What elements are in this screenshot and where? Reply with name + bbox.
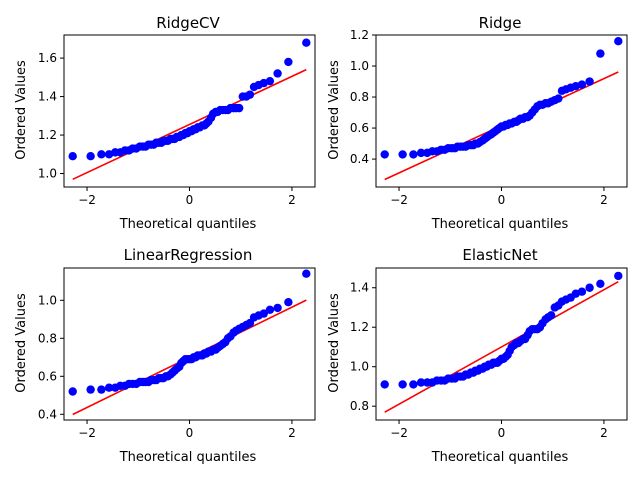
data-point — [97, 385, 106, 394]
data-point — [68, 387, 77, 396]
panel-ridgecv: RidgeCV Theoretical quantiles Ordered Va… — [14, 14, 256, 232]
x-tick-label: 0 — [498, 426, 506, 440]
data-point — [585, 283, 594, 292]
data-point — [86, 152, 95, 161]
data-point — [554, 94, 563, 103]
data-point — [409, 380, 418, 389]
y-axis-label: Ordered Values — [327, 293, 342, 393]
x-tick-label: 2 — [288, 193, 296, 207]
data-point — [273, 69, 282, 78]
y-tick-label: 0.8 — [350, 399, 369, 413]
panel-title: RidgeCV — [156, 14, 220, 32]
data-point — [265, 305, 275, 314]
y-tick-label: 0.6 — [38, 369, 57, 383]
fit-line — [72, 68, 307, 181]
x-tick-label: −2 — [390, 426, 408, 440]
x-tick-label: 0 — [186, 193, 194, 207]
y-tick-label: 1.6 — [38, 51, 57, 65]
fit-line — [384, 281, 619, 413]
x-axis-label: Theoretical quantiles — [431, 450, 569, 465]
x-tick-label: 0 — [186, 426, 194, 440]
axes-frame — [375, 267, 628, 421]
data-point — [398, 380, 407, 389]
data-point — [577, 287, 587, 296]
data-point — [596, 279, 605, 288]
data-point — [380, 150, 389, 159]
data-point — [97, 150, 106, 159]
data-point — [585, 77, 594, 86]
data-point — [273, 303, 282, 313]
plot-area: −2 0 2 1.0 1.2 1.4 1.6 — [38, 34, 316, 207]
x-tick-label: 2 — [600, 426, 608, 440]
data-point — [380, 380, 389, 389]
x-tick-label: 0 — [498, 193, 506, 207]
x-axis-label: Theoretical quantiles — [431, 217, 569, 232]
panel-ridge: Ridge Theoretical quantiles Ordered Valu… — [327, 14, 568, 232]
y-tick-label: 1.0 — [350, 59, 369, 73]
axes-frame — [63, 34, 316, 188]
data-point — [86, 385, 95, 394]
axes-frame — [375, 34, 628, 188]
panel-title: Ridge — [479, 14, 522, 32]
y-tick-label: 1.4 — [38, 90, 57, 104]
y-tick-label: 1.2 — [350, 28, 369, 42]
y-tick-label: 0.4 — [350, 152, 369, 166]
x-tick-label: −2 — [390, 193, 408, 207]
panel-linearregression: LinearRegression Theoretical quantiles O… — [14, 246, 256, 465]
y-tick-label: 1.2 — [350, 320, 369, 334]
data-point — [409, 150, 418, 159]
data-point — [596, 49, 605, 58]
x-tick-label: −2 — [78, 193, 96, 207]
data-point — [416, 148, 426, 158]
data-point — [284, 57, 293, 67]
data-point — [302, 38, 311, 47]
y-tick-label: 1.4 — [350, 281, 369, 295]
panel-elasticnet: ElasticNet Theoretical quantiles Ordered… — [327, 246, 568, 465]
data-point — [68, 152, 77, 161]
data-point — [546, 311, 556, 320]
data-point — [302, 269, 311, 278]
data-point — [259, 309, 268, 318]
axes-frame — [63, 267, 316, 421]
data-point — [614, 271, 623, 281]
data-point — [245, 90, 255, 99]
y-axis-label: Ordered Values — [327, 60, 342, 160]
plot-area: −2 0 2 0.4 0.6 0.8 1.0 1.2 — [350, 28, 628, 207]
y-tick-label: 1.0 — [38, 293, 57, 307]
data-point — [416, 378, 426, 387]
y-axis-label: Ordered Values — [14, 293, 29, 393]
y-tick-label: 1.0 — [38, 167, 57, 181]
data-point — [577, 80, 587, 89]
x-tick-label: −2 — [78, 426, 96, 440]
x-axis-label: Theoretical quantiles — [119, 217, 257, 232]
y-tick-label: 0.4 — [38, 407, 57, 421]
panel-title: ElasticNet — [462, 246, 537, 264]
data-point — [104, 383, 114, 392]
data-point — [284, 298, 293, 307]
y-tick-label: 0.8 — [38, 331, 57, 345]
data-point — [398, 150, 407, 159]
x-tick-label: 2 — [600, 193, 608, 207]
data-point — [265, 76, 275, 86]
y-tick-label: 1.0 — [350, 360, 369, 374]
data-point — [234, 103, 244, 113]
y-tick-label: 1.2 — [38, 128, 57, 142]
data-point — [614, 37, 623, 46]
x-tick-label: 2 — [288, 426, 296, 440]
y-tick-label: 0.8 — [350, 90, 369, 104]
plot-area: −2 0 2 0.8 1.0 1.2 1.4 — [350, 267, 628, 440]
y-tick-label: 0.6 — [350, 121, 369, 135]
y-axis-label: Ordered Values — [14, 60, 29, 160]
x-axis-label: Theoretical quantiles — [119, 450, 257, 465]
plot-area: −2 0 2 0.4 0.6 0.8 1.0 — [38, 267, 316, 440]
panel-title: LinearRegression — [124, 246, 253, 264]
